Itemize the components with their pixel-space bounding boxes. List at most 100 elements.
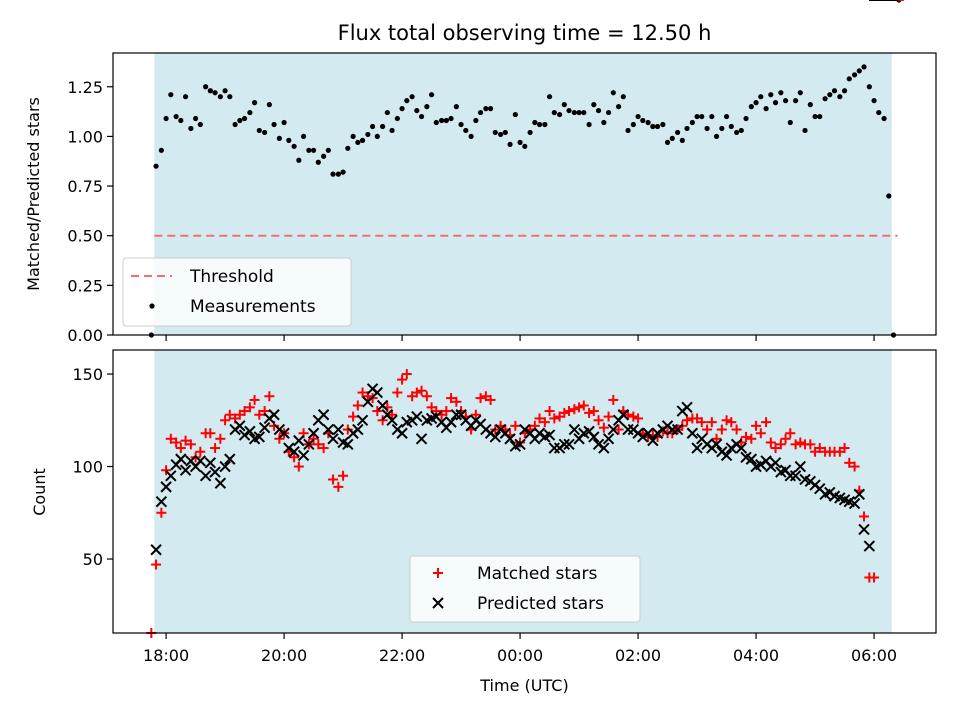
predicted-star-point bbox=[647, 434, 659, 447]
measurement-point bbox=[601, 119, 607, 126]
predicted-star-point bbox=[568, 423, 581, 436]
measurement-point bbox=[723, 113, 730, 120]
predicted-star-point bbox=[362, 396, 374, 408]
predicted-star-point bbox=[165, 470, 177, 482]
measurement-point bbox=[492, 129, 498, 136]
predicted-star-point bbox=[155, 495, 168, 508]
top-x-axis-ticks bbox=[165, 335, 875, 341]
matched-star-point bbox=[151, 559, 162, 570]
bottom-y-tick-label: 50 bbox=[83, 550, 103, 569]
bottom-y-axis-label: Count bbox=[30, 468, 49, 516]
predicted-star-point bbox=[258, 421, 271, 434]
predicted-star-point bbox=[317, 409, 330, 421]
legend-measurements-label: Measurements bbox=[190, 297, 316, 317]
matched-star-point bbox=[702, 424, 713, 435]
measurement-point bbox=[212, 90, 218, 96]
predicted-star-point bbox=[637, 431, 649, 443]
measurement-point bbox=[758, 94, 764, 100]
matched-star-point bbox=[318, 443, 329, 454]
predicted-star-point bbox=[411, 410, 423, 423]
matched-star-point bbox=[790, 439, 801, 450]
measurement-point bbox=[163, 115, 169, 122]
matched-star-point bbox=[220, 415, 231, 426]
predicted-star-point bbox=[858, 523, 870, 536]
predicted-star-point bbox=[224, 453, 236, 465]
predicted-star-point bbox=[297, 449, 310, 462]
matched-star-point bbox=[171, 437, 182, 448]
matched-star-point bbox=[574, 402, 585, 413]
predicted-star-point bbox=[199, 470, 212, 482]
top-y-axis-ticks: 0.00 0.25 0.50 0.75 1.00 1.25 bbox=[67, 78, 113, 345]
matched-star-point bbox=[357, 387, 368, 398]
measurement-point bbox=[837, 94, 843, 100]
top-y-tick-label: 1.00 bbox=[67, 127, 103, 146]
measurement-point bbox=[669, 135, 675, 141]
predicted-star-point bbox=[327, 433, 339, 445]
predicted-star-point bbox=[352, 423, 364, 436]
measurement-point bbox=[300, 133, 307, 140]
matched-star-point bbox=[593, 415, 604, 426]
matched-star-point bbox=[333, 481, 344, 492]
matched-star-point bbox=[770, 443, 781, 454]
matched-star-point bbox=[780, 433, 791, 444]
measurement-point bbox=[384, 109, 390, 116]
measurement-point bbox=[630, 121, 636, 128]
measurement-point bbox=[576, 109, 582, 116]
legend-threshold-label: Threshold bbox=[189, 267, 274, 287]
predicted-star-point bbox=[504, 433, 516, 445]
measurement-point bbox=[561, 102, 567, 108]
measurement-point bbox=[463, 127, 469, 134]
matched-star-point bbox=[289, 452, 300, 463]
measurement-point bbox=[207, 88, 213, 94]
matched-star-point bbox=[328, 474, 339, 485]
predicted-star-point bbox=[450, 409, 463, 421]
predicted-stars-points bbox=[150, 0, 899, 556]
measurement-point bbox=[276, 135, 282, 141]
matched-star-point bbox=[161, 465, 172, 476]
measurement-point bbox=[792, 98, 799, 104]
matched-star-point bbox=[628, 411, 639, 422]
measurement-point bbox=[719, 125, 725, 132]
predicted-star-point bbox=[293, 434, 305, 447]
matched-star-point bbox=[475, 393, 486, 404]
matched-star-point bbox=[569, 404, 580, 415]
measurement-point bbox=[635, 113, 641, 120]
top-legend-box bbox=[122, 257, 352, 327]
measurement-point bbox=[694, 113, 700, 120]
measurement-point bbox=[188, 125, 194, 132]
measurement-point bbox=[851, 72, 858, 78]
matched-star-point bbox=[534, 413, 545, 424]
matched-star-point bbox=[706, 417, 717, 428]
legend-matched-label: Matched stars bbox=[477, 564, 597, 584]
matched-star-point bbox=[224, 409, 235, 420]
measurement-point bbox=[733, 129, 740, 136]
measurement-point bbox=[527, 129, 533, 136]
matched-star-point bbox=[726, 417, 737, 428]
measurement-point bbox=[881, 115, 887, 122]
predicted-star-point bbox=[735, 442, 748, 454]
measurement-point bbox=[517, 139, 523, 145]
matched-star-point bbox=[869, 572, 880, 583]
measurement-point bbox=[418, 113, 425, 120]
matched-star-point bbox=[731, 424, 742, 435]
measurement-point bbox=[414, 107, 420, 114]
predicted-star-point bbox=[371, 386, 384, 399]
measurement-point bbox=[365, 131, 371, 138]
measurement-point bbox=[709, 113, 715, 120]
matched-star-point bbox=[210, 443, 221, 454]
measurement-point bbox=[321, 153, 327, 159]
measurement-point bbox=[866, 84, 872, 90]
matched-star-point bbox=[185, 439, 196, 450]
measurement-point bbox=[689, 119, 695, 126]
measurement-point bbox=[286, 137, 292, 143]
measurement-point bbox=[807, 102, 813, 108]
matched-star-point bbox=[416, 385, 427, 396]
measurement-point bbox=[522, 143, 528, 149]
matched-star-point bbox=[795, 437, 806, 448]
matched-star-point bbox=[254, 409, 265, 420]
predicted-star-point bbox=[209, 466, 221, 478]
bottom-x-tick-label: 00:00 bbox=[497, 646, 543, 665]
measurement-point bbox=[512, 111, 518, 118]
matched-star-point bbox=[711, 433, 722, 444]
